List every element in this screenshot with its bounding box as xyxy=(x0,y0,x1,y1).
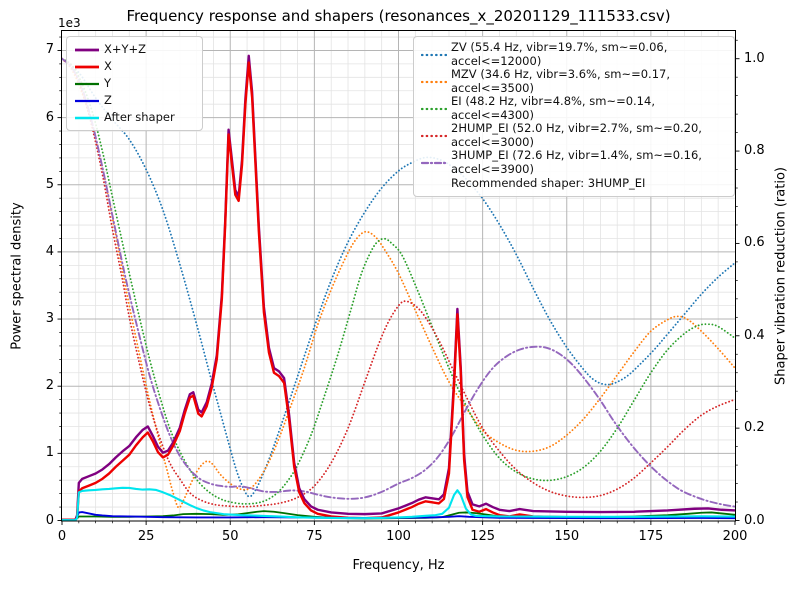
x-tick-label: 100 xyxy=(386,529,411,544)
series-zv-line xyxy=(61,57,736,498)
x-line-icon xyxy=(74,62,104,72)
y-right-tick-label: 0.6 xyxy=(744,235,765,251)
legend-label: After shaper xyxy=(104,109,175,124)
legend-item-recommended-shaper: Recommended shaper: 3HUMP_EI xyxy=(421,176,727,192)
legend-label: MZV (34.6 Hz, vibr=3.6%, sm~=0.17, accel… xyxy=(451,67,670,95)
x-tick-label: 150 xyxy=(554,529,580,544)
series-after-shaper-line xyxy=(62,486,736,522)
legend-label: X+Y+Z xyxy=(104,41,147,56)
zv-line-icon xyxy=(421,50,451,60)
series-layer xyxy=(61,54,736,522)
y-right-tick-label: 0.2 xyxy=(744,420,765,436)
y-right-tick-label: 0.0 xyxy=(744,512,765,528)
y-axis-left-label: Power spectral density xyxy=(9,202,25,350)
y-axis-right-label: Shaper vibration reduction (ratio) xyxy=(773,167,789,385)
legend-label: X xyxy=(104,58,112,73)
legend-label: 2HUMP_EI (52.0 Hz, vibr=2.7%, sm~=0.20, … xyxy=(451,121,702,149)
ei-line-icon xyxy=(421,104,451,114)
series-ei-line xyxy=(61,57,736,505)
legend-item-y: Y xyxy=(74,75,195,92)
after-shaper-line-icon xyxy=(74,113,104,123)
legend-item-3hump-ei: 3HUMP_EI (72.6 Hz, vibr=1.4%, sm~=0.16, … xyxy=(421,148,727,176)
y-right-tick-label: 1.0 xyxy=(744,50,765,66)
legend-label: Z xyxy=(104,92,112,107)
legend-line-sample xyxy=(75,65,99,68)
legend-spacer xyxy=(421,179,451,189)
legend-label: Recommended shaper: 3HUMP_EI xyxy=(451,176,646,190)
legend-label: ZV (55.4 Hz, vibr=19.7%, sm~=0.06, accel… xyxy=(451,40,668,68)
legend-item-mzv: MZV (34.6 Hz, vibr=3.6%, sm~=0.17, accel… xyxy=(421,67,727,95)
y-right-tick-label: 0.4 xyxy=(744,327,765,343)
legend-line-sample xyxy=(421,134,447,137)
y-right-tick-label: 0.8 xyxy=(744,143,765,159)
y-left-tick-label: 5 xyxy=(45,176,54,192)
y-left-tick-label: 4 xyxy=(45,243,54,259)
legend-line-sample xyxy=(421,179,447,189)
y-left-tick-label: 2 xyxy=(45,378,54,394)
legend-line-sample xyxy=(421,80,447,83)
legend-line-sample xyxy=(75,99,99,102)
legend-label: EI (48.2 Hz, vibr=4.8%, sm~=0.14, accel<… xyxy=(451,94,655,122)
2hump-ei-line-icon xyxy=(421,131,451,141)
x-tick-label: 25 xyxy=(137,529,155,544)
series-2hump-ei-line xyxy=(61,57,736,508)
x-tick-label: 75 xyxy=(306,529,323,544)
legend-line-sample xyxy=(75,82,99,85)
y-left-tick-label: 7 xyxy=(45,42,54,58)
legend-line-sample xyxy=(421,161,447,164)
xyz-line-icon xyxy=(74,45,104,55)
x-tick-label: 125 xyxy=(470,529,496,544)
legend-item-z: Z xyxy=(74,92,195,109)
y-left-tick-label: 0 xyxy=(45,512,54,528)
x-axis-label: Frequency, Hz xyxy=(352,558,445,573)
3hump-ei-line-icon xyxy=(421,158,451,168)
legend-item-ei: EI (48.2 Hz, vibr=4.8%, sm~=0.14, accel<… xyxy=(421,94,727,122)
legend-item-zv: ZV (55.4 Hz, vibr=19.7%, sm~=0.06, accel… xyxy=(421,40,727,68)
series-x-line xyxy=(62,61,736,522)
legend-item-2hump-ei: 2HUMP_EI (52.0 Hz, vibr=2.7%, sm~=0.20, … xyxy=(421,121,727,149)
series-3hump-ei-line xyxy=(61,57,736,508)
y-left-tick-label: 1 xyxy=(45,445,54,461)
y-left-tick-label: 6 xyxy=(45,109,54,125)
y-line-icon xyxy=(74,79,104,89)
legend-item-after-shaper: After shaper xyxy=(74,109,195,126)
legend-psd: X+Y+Z X Y Z After shaper xyxy=(66,36,203,131)
x-tick-label: 0 xyxy=(57,529,67,544)
legend-line-sample xyxy=(75,48,99,51)
axes-layer xyxy=(57,30,740,525)
chart-title: Frequency response and shapers (resonanc… xyxy=(126,7,671,25)
legend-shapers: ZV (55.4 Hz, vibr=19.7%, sm~=0.06, accel… xyxy=(413,36,735,197)
legend-line-sample xyxy=(75,116,99,119)
x-tick-label: 50 xyxy=(221,529,239,544)
legend-line-sample xyxy=(421,107,447,110)
legend-item-x: X xyxy=(74,58,195,75)
x-tick-label: 200 xyxy=(722,529,748,544)
y-left-tick-label: 3 xyxy=(45,311,54,327)
y-axis-offset-label: 1e3 xyxy=(58,16,81,30)
legend-label: Y xyxy=(104,75,112,90)
legend-label: 3HUMP_EI (72.6 Hz, vibr=1.4%, sm~=0.16, … xyxy=(451,148,702,176)
mzv-line-icon xyxy=(421,77,451,87)
z-line-icon xyxy=(74,96,104,106)
legend-line-sample xyxy=(421,53,447,56)
legend-item-xyz: X+Y+Z xyxy=(74,41,195,58)
x-tick-label: 175 xyxy=(638,529,664,544)
